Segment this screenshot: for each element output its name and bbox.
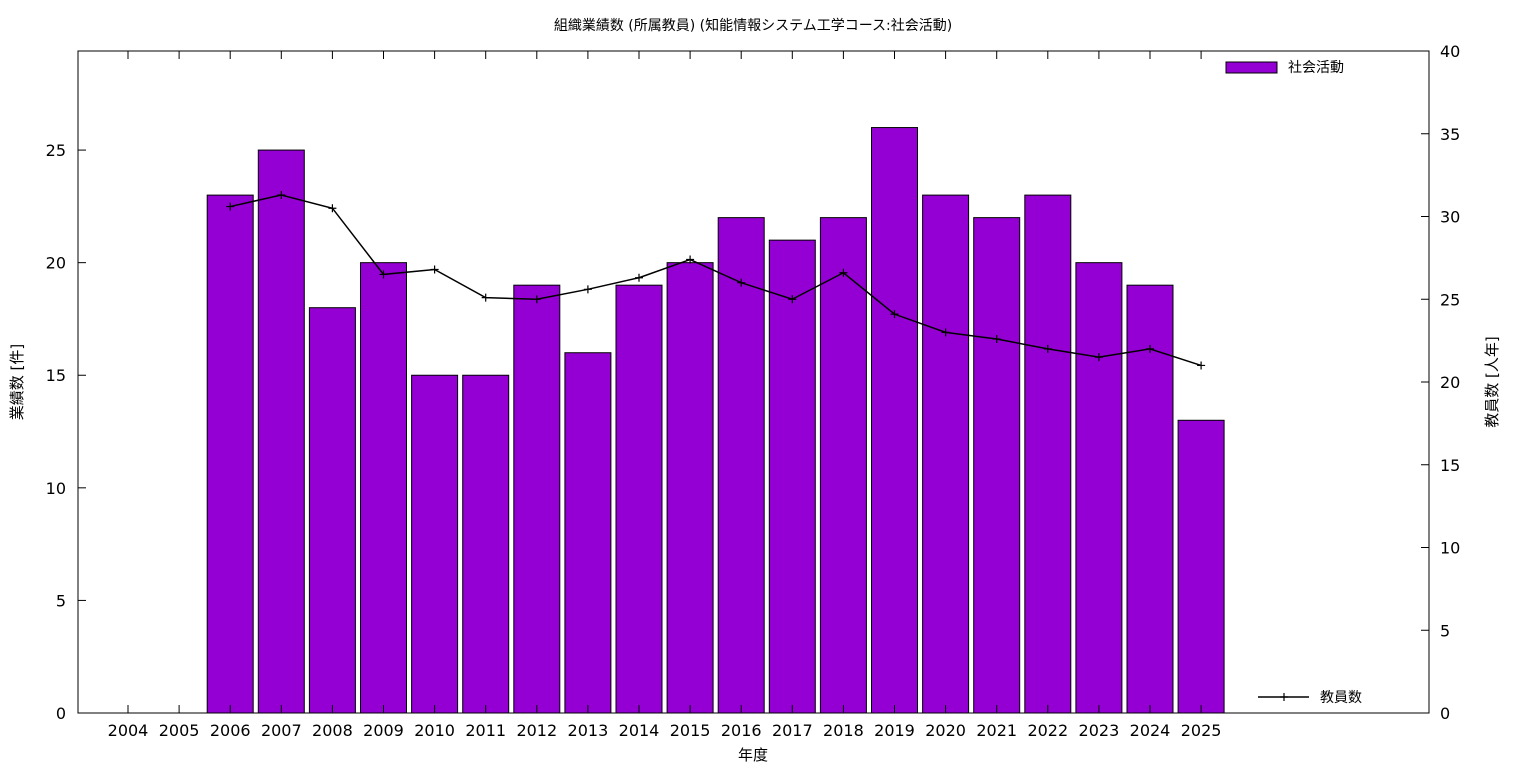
- chart-title: 組織業績数 (所属教員) (知能情報システム工学コース:社会活動): [554, 17, 952, 34]
- bars-group: [206, 127, 1225, 714]
- legend-line-marker: [1280, 693, 1288, 701]
- x-tick-label: 2006: [210, 721, 251, 740]
- legend-line-label: 教員数: [1320, 690, 1362, 706]
- teacher-count-point-2015: [686, 255, 695, 264]
- y-axis-label: 業績数 [件]: [8, 344, 26, 420]
- y2-tick-label: 40: [1440, 42, 1460, 61]
- x-tick-label: 2013: [568, 721, 609, 740]
- teacher-count-point-2021: [992, 334, 1001, 343]
- x-tick-label: 2018: [823, 721, 864, 740]
- x-tick-label: 2017: [772, 721, 813, 740]
- teacher-count-point-2011: [481, 293, 490, 302]
- teacher-count-point-2013: [583, 285, 592, 294]
- teacher-count-point-2009: [379, 270, 388, 279]
- x-tick-label: 2023: [1079, 721, 1120, 740]
- x-tick-label: 2005: [159, 721, 200, 740]
- legend-bar-entry: 社会活動: [1225, 60, 1344, 76]
- teacher-count-point-2014: [635, 273, 643, 282]
- bar-2018: [819, 217, 867, 714]
- x-tick-label: 2015: [670, 721, 711, 740]
- teacher-count-point-2022: [1043, 344, 1052, 353]
- y2-tick-label: 5: [1440, 621, 1450, 640]
- x-tick-label: 2011: [465, 721, 506, 740]
- bar-2016: [717, 217, 765, 714]
- bar-2013: [564, 352, 612, 714]
- teacher-count-point-2025: [1197, 361, 1206, 370]
- legend-line-entry: 教員数: [1258, 690, 1362, 706]
- bar-2011: [462, 374, 510, 714]
- x-tick-label: 2016: [721, 721, 762, 740]
- y-tick-label: 0: [56, 704, 66, 723]
- teacher-count-point-2019: [890, 310, 899, 319]
- bar-2019: [871, 127, 918, 714]
- bar-2015: [666, 262, 714, 714]
- legend-bar-swatch: [1225, 61, 1278, 74]
- y-tick-label: 15: [46, 366, 66, 385]
- y2-tick-label: 35: [1440, 125, 1460, 144]
- bar-2007: [257, 149, 305, 714]
- x-tick-label: 2007: [261, 721, 302, 740]
- teacher-count-point-2020: [941, 328, 950, 337]
- teacher-count-point-2018: [839, 268, 848, 277]
- x-tick-label: 2020: [925, 721, 966, 740]
- bar-2017: [768, 239, 816, 714]
- teacher-count-point-2016: [737, 278, 746, 287]
- x-tick-label: 2025: [1181, 721, 1222, 740]
- y-tick-label: 10: [46, 479, 66, 498]
- bar-2014: [615, 284, 663, 714]
- teacher-count-point-2024: [1146, 344, 1154, 353]
- y2-tick-label: 10: [1440, 539, 1460, 558]
- legend-bar-label: 社会活動: [1288, 60, 1344, 76]
- teacher-count-point-2008: [328, 204, 337, 213]
- y-tick-label: 25: [46, 141, 66, 160]
- teacher-count-point-2007: [277, 190, 286, 199]
- bar-2020: [922, 194, 970, 714]
- y2-tick-label: 0: [1440, 704, 1450, 723]
- y2-tick-label: 25: [1440, 290, 1460, 309]
- x-axis-label: 年度: [738, 746, 768, 764]
- teacher-count-point-2006: [226, 202, 235, 211]
- left-axis: 0 5 10 15 20 25: [46, 141, 86, 723]
- x-tick-label: 2022: [1027, 721, 1068, 740]
- bar-2023: [1075, 262, 1123, 714]
- y-tick-label: 5: [56, 591, 66, 610]
- bar-2009: [360, 262, 407, 714]
- x-tick-label: 2004: [108, 721, 149, 740]
- x-tick-label: 2024: [1130, 721, 1171, 740]
- teacher-count-point-2012: [532, 295, 541, 304]
- x-tick-label: 2009: [363, 721, 404, 740]
- teacher-count-point-2023: [1094, 353, 1103, 362]
- x-tick-label: 2010: [414, 721, 455, 740]
- right-axis: 0 5 10 15 20 25 30 35 40: [1421, 42, 1460, 723]
- bar-2008: [308, 307, 356, 714]
- bar-2022: [1024, 194, 1072, 714]
- x-tick-label: 2014: [619, 721, 660, 740]
- teacher-count-point-2017: [788, 295, 797, 304]
- y2-tick-label: 15: [1440, 456, 1460, 475]
- y2-axis-label: 教員数 [人年]: [1483, 336, 1501, 427]
- bar-2021: [973, 217, 1021, 714]
- bar-2006: [206, 194, 254, 714]
- x-axis: 2004 2005 2006 2007 2008 2009 2010 2011 2012 2013…: [108, 51, 1222, 740]
- teacher-count-point-2010: [430, 265, 439, 274]
- y-tick-label: 20: [46, 254, 66, 273]
- bar-2010: [411, 374, 459, 714]
- bar-2025: [1177, 419, 1225, 714]
- x-tick-label: 2021: [976, 721, 1017, 740]
- teacher-count-line: [230, 194, 1202, 367]
- line-series-group: [226, 190, 1206, 370]
- x-tick-label: 2019: [874, 721, 915, 740]
- bar-2012: [513, 284, 561, 714]
- x-tick-label: 2012: [516, 721, 557, 740]
- y2-tick-label: 30: [1440, 208, 1460, 227]
- y2-tick-label: 20: [1440, 373, 1460, 392]
- x-tick-label: 2008: [312, 721, 353, 740]
